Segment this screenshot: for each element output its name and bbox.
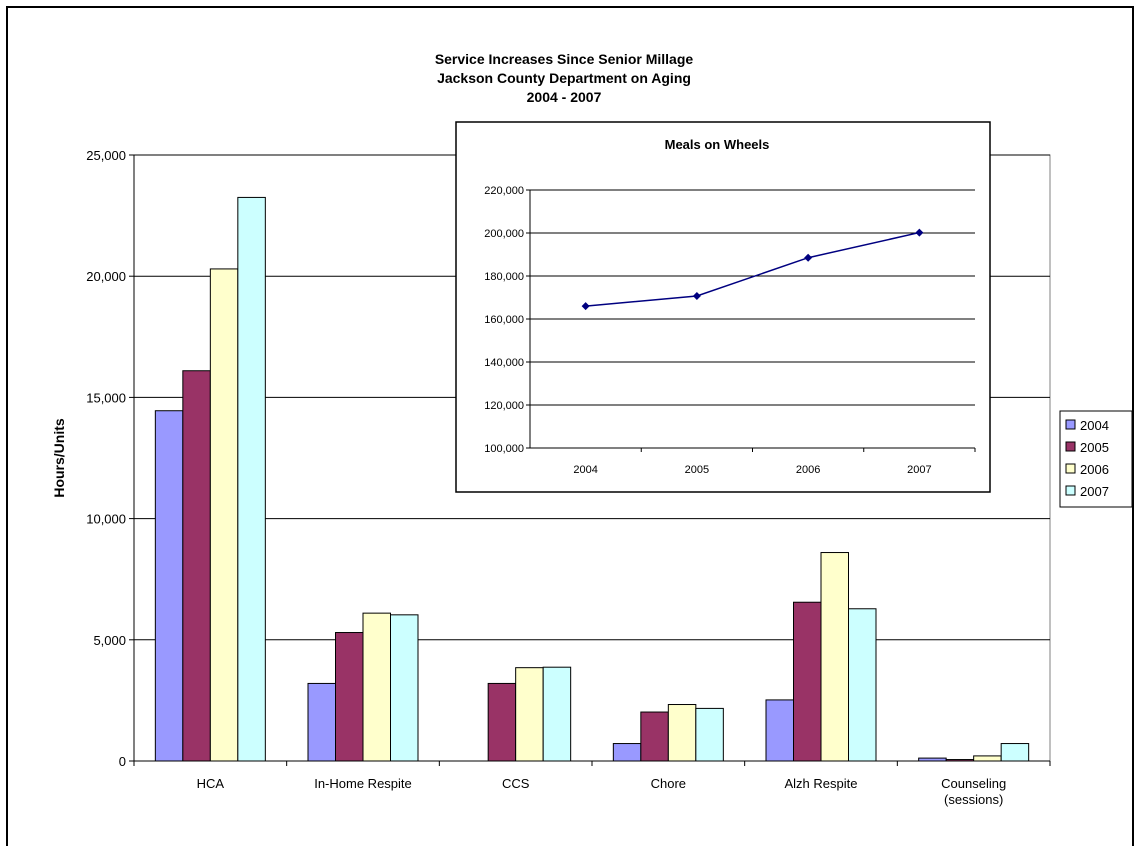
y-tick-label: 0 [119,754,126,769]
inset-line-series [581,228,924,311]
bar [793,601,822,762]
bar [307,682,336,762]
bar [335,632,364,762]
x-category-label: Chore [651,776,686,791]
inset-x-tick-label: 2007 [907,464,931,476]
x-category-label: (sessions) [944,792,1003,807]
bar [542,666,572,762]
bar [362,612,391,762]
legend-label: 2005 [1080,440,1109,455]
bar [515,667,544,762]
inset-series-line [585,231,920,307]
bar [667,704,697,762]
x-category-label: Alzh Respite [785,776,858,791]
bar [154,410,184,762]
bar [945,759,975,762]
y-tick-label: 10,000 [86,512,126,527]
bar [848,608,877,762]
bar [640,711,669,762]
bar [612,743,642,762]
bar [695,707,724,762]
inset-data-point [915,228,924,237]
chart-title-line-3: 2004 - 2007 [527,89,602,105]
inset-data-point [692,291,701,300]
bar [487,682,517,762]
inset-y-tick-label: 220,000 [484,185,524,197]
legend-swatch [1065,441,1076,452]
inset-chart-meals-on-wheels: Meals on Wheels 100,000 120,000 140,000 160… [455,121,991,493]
bar [918,757,947,762]
x-axis-categories: HCA In-Home Respite CCS Chore Alzh Respite Co… [197,776,1007,807]
legend: 2004 2005 2006 2007 [1059,410,1133,508]
bar [390,614,419,762]
legend-swatch [1065,463,1076,474]
legend-label: 2006 [1080,462,1109,477]
x-category-label: CCS [502,776,530,791]
inset-frame [455,121,991,493]
inset-x-tick-label: 2006 [796,464,820,476]
bar [1000,743,1030,762]
chart-title-line-2: Jackson County Department on Aging [437,70,691,86]
inset-y-tick-label: 100,000 [484,443,524,455]
chart-title-line-1: Service Increases Since Senior Millage [435,51,694,67]
bar [765,699,794,762]
inset-data-point [581,302,590,311]
inset-title: Meals on Wheels [665,137,770,152]
y-tick-label: 5,000 [93,633,126,648]
bar [237,196,266,762]
bar [973,755,1002,762]
inset-grid [526,189,976,452]
inset-data-point [804,253,813,262]
legend-swatch [1065,485,1076,496]
inset-x-ticks: 2004 2005 2006 2007 [573,464,931,476]
inset-x-tick-label: 2005 [685,464,709,476]
bars-group [154,196,1030,762]
y-axis-label: Hours/Units [51,418,67,498]
x-category-label: HCA [197,776,225,791]
bar [209,268,239,762]
inset-y-ticks: 100,000 120,000 140,000 160,000 180,000 200,0… [484,185,524,455]
x-category-label: In-Home Respite [314,776,412,791]
legend-label: 2004 [1080,418,1109,433]
inset-y-tick-label: 160,000 [484,314,524,326]
legend-label: 2007 [1080,484,1109,499]
bar [182,370,211,762]
x-category-label: Counseling [941,776,1006,791]
y-tick-label: 20,000 [86,269,126,284]
legend-swatch [1065,419,1076,430]
y-tick-label: 15,000 [86,390,126,405]
inset-y-tick-label: 140,000 [484,357,524,369]
inset-y-tick-label: 180,000 [484,271,524,283]
inset-y-tick-label: 200,000 [484,228,524,240]
inset-x-tick-label: 2004 [573,464,597,476]
y-axis-ticks: 0 5,000 10,000 15,000 20,000 25,000 [86,148,126,769]
y-tick-label: 25,000 [86,148,126,163]
bar [820,552,849,762]
inset-y-tick-label: 120,000 [484,400,524,412]
